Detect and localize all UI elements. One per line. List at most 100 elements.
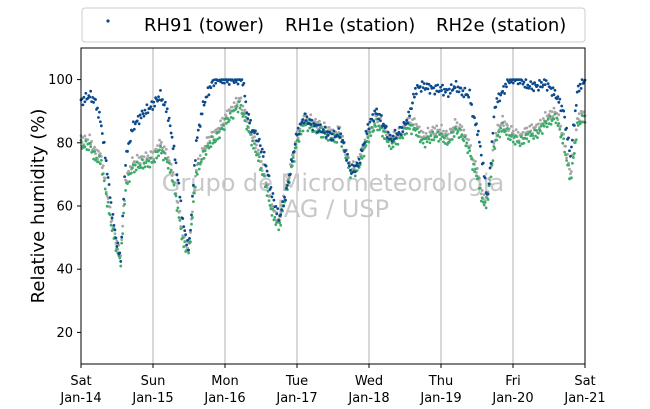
data-point (269, 186, 273, 189)
data-point (178, 218, 182, 222)
data-point (230, 105, 234, 109)
data-point (206, 144, 210, 148)
data-point (94, 158, 97, 162)
data-point (356, 164, 360, 168)
data-point (243, 108, 247, 112)
data-point (297, 132, 301, 136)
data-point (467, 146, 471, 150)
data-point (287, 176, 291, 180)
data-point (207, 146, 211, 150)
data-point (181, 217, 185, 220)
data-point (122, 211, 126, 215)
data-point (492, 142, 496, 145)
data-point (223, 81, 226, 85)
data-point (431, 130, 435, 134)
data-point (274, 223, 278, 226)
data-point (572, 152, 576, 155)
data-point (256, 153, 259, 156)
data-point (301, 118, 305, 121)
data-point (455, 121, 459, 125)
data-point (135, 160, 139, 164)
data-point (149, 105, 153, 109)
data-point (179, 227, 183, 231)
data-point (521, 130, 525, 134)
data-point (262, 150, 266, 154)
data-point (286, 184, 289, 187)
data-point (406, 121, 410, 125)
data-point (275, 212, 279, 216)
data-point (192, 200, 195, 204)
data-point (187, 248, 190, 252)
data-point (556, 95, 560, 99)
data-point (421, 141, 425, 145)
data-point (116, 241, 120, 245)
data-point (135, 153, 139, 157)
data-point (96, 106, 99, 110)
data-point (539, 124, 543, 128)
data-point (203, 149, 207, 153)
data-point (308, 126, 312, 130)
data-point (146, 154, 150, 158)
data-point (454, 79, 458, 83)
data-point (419, 129, 423, 133)
data-point (297, 140, 301, 143)
data-point (159, 88, 162, 92)
data-point (574, 103, 578, 107)
data-point (504, 129, 507, 133)
data-point (124, 188, 127, 192)
data-point (162, 145, 166, 149)
data-point (470, 103, 473, 106)
data-point (499, 126, 503, 130)
data-point (511, 140, 515, 144)
data-point (157, 154, 160, 158)
data-point (234, 107, 238, 111)
data-point (544, 122, 548, 125)
data-point (158, 148, 161, 152)
data-point (102, 140, 106, 144)
data-point (559, 124, 563, 128)
data-point (483, 200, 487, 204)
data-point (462, 95, 466, 99)
data-point (88, 133, 92, 137)
data-point (156, 99, 159, 103)
data-point (194, 139, 198, 142)
data-point (265, 194, 269, 198)
data-point (130, 129, 134, 133)
data-point (134, 168, 138, 172)
data-point (192, 183, 195, 187)
data-point (98, 162, 102, 166)
data-point (476, 129, 480, 133)
data-point (413, 126, 416, 130)
data-point (446, 95, 450, 99)
data-point (310, 118, 314, 122)
data-point (264, 164, 268, 168)
data-point (435, 124, 439, 128)
data-point (171, 180, 175, 184)
data-point (494, 105, 498, 109)
data-point (227, 83, 231, 86)
data-point (372, 119, 376, 123)
data-point (460, 133, 464, 137)
data-point (168, 124, 172, 128)
data-point (169, 131, 173, 135)
data-point (95, 156, 98, 160)
data-point (319, 123, 322, 127)
data-point (353, 174, 357, 178)
data-point (526, 132, 530, 136)
data-point (449, 83, 453, 87)
data-point (88, 141, 92, 145)
data-point (469, 154, 473, 158)
data-point (386, 140, 390, 144)
data-point (160, 151, 163, 155)
data-point (108, 205, 112, 209)
data-point (240, 108, 244, 112)
data-point (119, 254, 123, 257)
data-point (561, 141, 565, 145)
data-point (506, 126, 509, 130)
data-point (453, 86, 457, 90)
data-point (161, 98, 164, 101)
data-point (195, 136, 199, 140)
data-point (121, 214, 125, 218)
data-point (509, 124, 513, 128)
data-point (133, 122, 137, 126)
